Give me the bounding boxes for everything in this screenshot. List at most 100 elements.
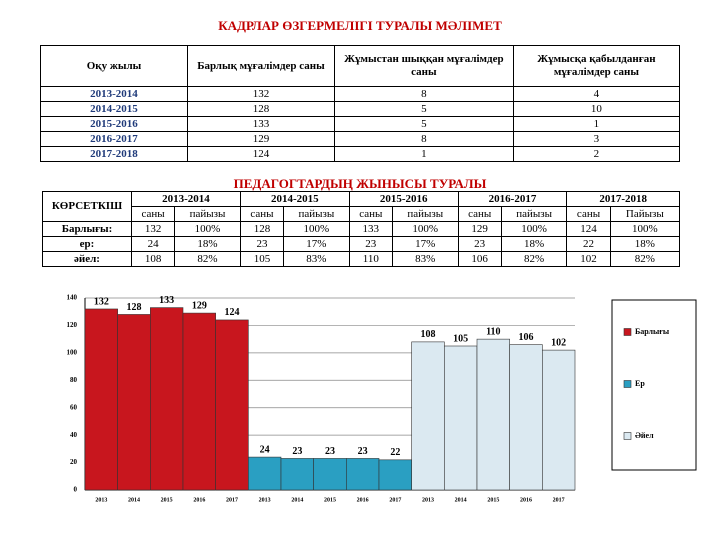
y-tick-label: 60 bbox=[70, 403, 78, 411]
x-tick-label: 2016 bbox=[193, 497, 205, 503]
header-cell: Барлық мұғалімдер саны bbox=[186, 45, 335, 87]
x-tick-label: 2016 bbox=[520, 497, 532, 503]
bar bbox=[378, 459, 412, 491]
cell: 2 bbox=[512, 146, 681, 162]
x-tick-label: 2016 bbox=[357, 497, 369, 503]
legend-label: Барлығы bbox=[635, 327, 670, 336]
table1-title: КАДРЛАР ӨЗГЕРМЕЛІГІ ТУРАЛЫ МӘЛІМЕТ bbox=[218, 18, 502, 33]
data-label: 110 bbox=[486, 326, 500, 337]
row: 2016-2017 129 8 3 bbox=[40, 131, 681, 147]
data-label: 129 bbox=[192, 300, 207, 311]
cell: 2017-2018 bbox=[40, 146, 188, 162]
x-tick-label: 2014 bbox=[128, 497, 140, 503]
bar bbox=[313, 458, 347, 491]
bar bbox=[84, 308, 118, 491]
data-label: 102 bbox=[551, 337, 566, 348]
corner-cell: КӨРСЕТКІШ bbox=[42, 191, 132, 222]
data-label: 124 bbox=[225, 307, 240, 318]
cell: 106 bbox=[457, 251, 502, 267]
year-cell: 2017-2018 bbox=[566, 191, 680, 207]
legend-swatch bbox=[623, 432, 632, 440]
cell: 82% bbox=[174, 251, 241, 267]
data-label: 133 bbox=[159, 295, 174, 306]
cell: 110 bbox=[348, 251, 393, 267]
cell: әйел: bbox=[42, 251, 132, 267]
bar bbox=[248, 456, 282, 491]
x-tick-label: 2017 bbox=[389, 497, 401, 503]
data-label: 23 bbox=[325, 446, 335, 457]
x-tick-label: 2015 bbox=[487, 497, 499, 503]
data-label: 23 bbox=[358, 446, 368, 457]
x-tick-label: 2015 bbox=[324, 497, 336, 503]
cell: 83% bbox=[391, 251, 459, 267]
bar bbox=[280, 458, 314, 491]
bar bbox=[542, 349, 576, 491]
subheader-cell: Пайызы bbox=[609, 206, 681, 222]
x-tick-label: 2013 bbox=[422, 497, 434, 503]
data-label: 23 bbox=[292, 446, 302, 457]
x-tick-label: 2014 bbox=[291, 497, 303, 503]
x-tick-label: 2013 bbox=[95, 497, 107, 503]
y-tick-label: 140 bbox=[67, 294, 78, 302]
cell: 82% bbox=[609, 251, 681, 267]
x-tick-label: 2014 bbox=[455, 497, 467, 503]
header-cell: Оқу жылы bbox=[40, 45, 188, 87]
cell: 108 bbox=[130, 251, 176, 267]
data-label: 128 bbox=[127, 302, 142, 313]
bar bbox=[509, 344, 543, 491]
data-label: 105 bbox=[453, 333, 468, 344]
legend-swatch bbox=[623, 380, 632, 388]
subheader-cell: пайызы bbox=[174, 206, 241, 222]
legend-label: Ер bbox=[635, 379, 645, 388]
cell: 2013-2014 bbox=[40, 86, 188, 102]
data-label: 22 bbox=[390, 447, 400, 458]
legend-label: Әйел bbox=[635, 431, 654, 440]
y-tick-label: 100 bbox=[67, 348, 78, 356]
cell: 124 bbox=[186, 146, 335, 162]
cell: 83% bbox=[283, 251, 350, 267]
data-label: 132 bbox=[94, 296, 109, 307]
bar bbox=[215, 319, 249, 491]
row: 2017-2018 124 1 2 bbox=[40, 146, 681, 162]
x-tick-label: 2017 bbox=[553, 497, 565, 503]
subheader-cell: пайызы bbox=[391, 206, 459, 222]
staff-table: Оқу жылы Барлық мұғалімдер саны Жұмыстан ш… bbox=[40, 45, 681, 162]
bar bbox=[411, 341, 445, 491]
y-tick-label: 120 bbox=[67, 321, 78, 329]
data-label: 108 bbox=[421, 329, 436, 340]
cell: 82% bbox=[500, 251, 568, 267]
y-tick-label: 80 bbox=[70, 376, 78, 384]
row: ер: 24 18% 23 17% 23 17% 23 18% 22 18% bbox=[42, 236, 681, 252]
header-cell: Жұмысқа қабылданған мұғалімдер саны bbox=[512, 45, 681, 87]
x-tick-label: 2015 bbox=[161, 497, 173, 503]
cell: 129 bbox=[457, 221, 502, 237]
data-label: 24 bbox=[260, 444, 270, 455]
subheader-cell: саны bbox=[239, 206, 285, 222]
gender-table: КӨРСЕТКІШ 2013-2014 2014-2015 2015-2016 2016… bbox=[42, 191, 681, 267]
bar bbox=[476, 338, 510, 491]
x-tick-label: 2017 bbox=[226, 497, 238, 503]
x-tick-label: 2013 bbox=[259, 497, 271, 503]
subheader-cell: саны bbox=[348, 206, 393, 222]
bar bbox=[117, 314, 151, 491]
data-label: 106 bbox=[519, 332, 534, 343]
year-cell: 2014-2015 bbox=[239, 191, 350, 207]
bar bbox=[346, 458, 380, 491]
cell: 133 bbox=[348, 221, 393, 237]
legend-swatch bbox=[623, 328, 632, 336]
bar bbox=[150, 307, 184, 491]
row: әйел: 108 82% 105 83% 110 83% 106 82% 102 82% bbox=[42, 251, 681, 267]
cell: 105 bbox=[239, 251, 285, 267]
bar bbox=[182, 312, 216, 491]
row: 2013-2014 132 8 4 bbox=[40, 86, 681, 102]
cell: 17% bbox=[391, 236, 459, 252]
header-row: Оқу жылы Барлық мұғалімдер саны Жұмыстан ш… bbox=[40, 45, 681, 87]
y-tick-label: 0 bbox=[74, 486, 78, 494]
cell: 102 bbox=[566, 251, 611, 267]
y-tick-label: 20 bbox=[70, 458, 78, 466]
header-cell: Жұмыстан шыққан мұғалімдер саны bbox=[333, 45, 514, 87]
bar bbox=[444, 345, 478, 491]
table2-title: ПЕДАГОГТАРДЫҢ ЖЫНЫСЫ ТУРАЛЫ bbox=[233, 176, 487, 191]
